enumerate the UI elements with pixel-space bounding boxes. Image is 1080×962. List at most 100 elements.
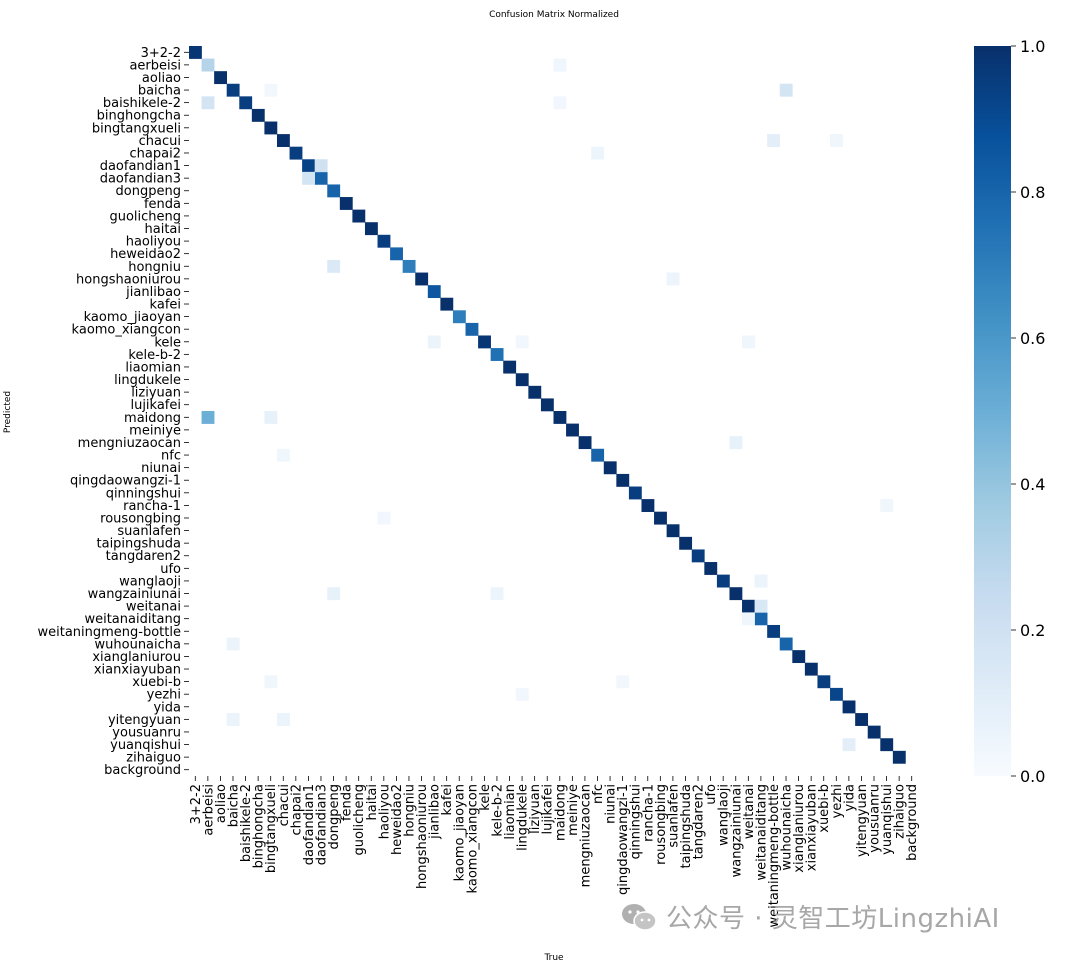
- cell-lingdukele-lingdukele: [515, 373, 529, 387]
- x-tick-label: daofandian3: [314, 784, 329, 865]
- y-tick-label: hongshaoniurou: [76, 272, 181, 287]
- cell-yitengyuan-chacui: [276, 713, 290, 726]
- cell-maidong-maidong: [553, 411, 567, 424]
- x-tick-label: hongshaoniurou: [415, 784, 430, 889]
- y-tick-label: kafei: [150, 298, 181, 313]
- cell-daofandian3-daofandian1: [302, 171, 315, 185]
- y-tick-label: xianxiayuban: [94, 663, 181, 678]
- y-tick-label: meiniye: [129, 423, 181, 438]
- x-tick-label: weitanai: [742, 784, 757, 839]
- cell-niunai-niunai: [603, 461, 617, 475]
- cell-haitai-haitai: [364, 222, 378, 236]
- cell-baicha-baicha: [226, 83, 240, 97]
- y-tick-label: lingdukele: [114, 373, 181, 388]
- cell-rancha-1-rancha-1: [641, 499, 655, 512]
- y-tick-label: nfc: [161, 449, 181, 464]
- x-tick-label: aerbeisi: [201, 784, 216, 836]
- y-tick-label: dongpeng: [116, 184, 181, 199]
- y-tick-label: heweidao2: [110, 247, 181, 262]
- x-tick-label: tangdaren2: [692, 784, 707, 859]
- cell-weitaningmeng-bottle-weitaningmeng-bottle: [767, 624, 781, 638]
- y-tick-label: fenda: [144, 197, 181, 212]
- colorbar-tick-label: 0.2: [1020, 621, 1045, 640]
- x-tick-label: wuhounaicha: [780, 784, 795, 870]
- cell-chacui-weitaningmeng-bottle: [767, 134, 781, 147]
- cell-daofandian3-daofandian3: [314, 171, 328, 185]
- y-tick-label: yezhi: [147, 688, 181, 703]
- cell-jianlibao-jianlibao: [427, 285, 441, 299]
- y-tick-label: suanlafen: [117, 524, 181, 539]
- x-tick-label: wanglaoji: [717, 784, 732, 846]
- cell-qinningshui-qinningshui: [628, 486, 642, 500]
- cell-meiniye-meiniye: [566, 423, 579, 437]
- cell-heweidao2-heweidao2: [390, 247, 403, 261]
- cell-liziyuan-liziyuan: [528, 385, 542, 399]
- x-tick-label: yida: [842, 784, 857, 812]
- cell-hongshaoniurou-hongshaoniurou: [415, 272, 429, 286]
- x-tick-label: xuebi-b: [817, 784, 832, 833]
- x-tick-label: yezhi: [830, 784, 845, 818]
- x-tick-label: qinningshui: [629, 784, 644, 859]
- y-tick-label: bingtangxueli: [92, 121, 181, 136]
- cell-rancha-1-yuanqishui: [880, 499, 894, 512]
- y-tick-label: zihaiguo: [126, 751, 181, 766]
- y-tick-label: taipingshuda: [97, 537, 182, 552]
- x-tick-label: 3+2-2: [189, 784, 204, 824]
- cell-hongshaoniurou-suanlafen: [666, 272, 680, 286]
- cell-bingtangxueli-bingtangxueli: [264, 121, 278, 135]
- cell-yuanqishui-yuanqishui: [880, 738, 894, 752]
- x-tick-label: kele: [478, 784, 493, 811]
- x-tick-label: nfc: [591, 784, 606, 804]
- y-tick-label: aerbeisi: [129, 58, 181, 73]
- x-tick-label: kafei: [440, 784, 455, 815]
- cell-rousongbing-haoliyou: [377, 511, 391, 525]
- cell-mengniuzaocan-mengniuzaocan: [578, 436, 592, 450]
- cell-kaomo_jiaoyan-kaomo_jiaoyan: [452, 310, 466, 324]
- cell-xianxiayuban-xianxiayuban: [804, 662, 818, 676]
- cell-weitanai-weitanai: [742, 599, 755, 613]
- y-tick-label: wuhounaicha: [95, 637, 181, 652]
- cell-daofandian1-daofandian1: [302, 159, 315, 173]
- y-tick-label: baicha: [138, 84, 181, 99]
- cell-yezhi-lingdukele: [515, 687, 529, 701]
- cell-kafei-kafei: [440, 297, 454, 311]
- x-tick-label: xianglaniurou: [792, 784, 807, 873]
- cell-wangzainiunai-dongpeng: [327, 587, 341, 601]
- cell-weitanaiditang-weitanai: [742, 612, 755, 626]
- y-tick-label: kele: [154, 335, 181, 350]
- cell-qingdaowangzi-1-qingdaowangzi-1: [616, 473, 630, 487]
- cell-xuebi-b-bingtangxueli: [264, 675, 278, 689]
- x-tick-label: daofandian1: [302, 784, 317, 865]
- x-tick-label: kele-b-2: [490, 784, 505, 837]
- cell-kele-kele: [478, 335, 491, 349]
- cell-yida-yida: [842, 700, 856, 714]
- x-tick-label: lingdukele: [516, 784, 531, 851]
- cell-weitanaiditang-weitanaiditang: [754, 612, 768, 626]
- y-tick-label: chapai2: [130, 146, 181, 161]
- y-tick-label: jianlibao: [125, 285, 181, 300]
- x-tick-label: qingdaowangzi-1: [616, 784, 631, 895]
- y-tick-label: hongniu: [128, 260, 181, 275]
- y-tick-label: guolicheng: [109, 209, 181, 224]
- x-tick-label: fenda: [340, 784, 355, 821]
- x-tick-label: kaomo_xiangcon: [465, 784, 480, 893]
- x-tick-label: ufo: [704, 784, 719, 805]
- cell-weitanai-weitanaiditang: [754, 599, 768, 613]
- cell-aoliao-aoliao: [214, 71, 228, 85]
- x-tick-label: lujikafei: [541, 784, 556, 835]
- cell-baishikele-2-maidong: [553, 96, 567, 110]
- y-tick-label: liziyuan: [131, 386, 181, 401]
- y-tick-label: qinningshui: [106, 486, 181, 501]
- cell-wuhounaicha-baicha: [226, 637, 240, 651]
- x-tick-label: hongniu: [402, 784, 417, 837]
- cell-suanlafen-suanlafen: [666, 524, 680, 538]
- colorbar-tick-label: 0.8: [1020, 183, 1045, 202]
- y-tick-label: xianglaniurou: [92, 650, 181, 665]
- x-tick-label: liziyuan: [528, 784, 543, 834]
- cell-liaomian-liaomian: [503, 360, 517, 374]
- y-tick-label: yuanqishui: [110, 738, 181, 753]
- y-tick-label: kaomo_jiaoyan: [84, 310, 181, 325]
- colorbar-tick-label: 0.6: [1020, 329, 1045, 348]
- x-tick-label: yousuanru: [868, 784, 883, 853]
- cell-hongniu-dongpeng: [327, 259, 341, 273]
